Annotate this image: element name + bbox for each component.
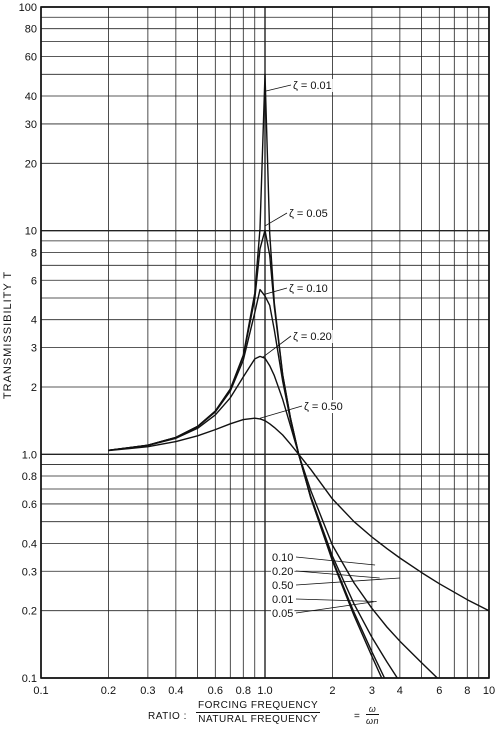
x-tick-label: 4 — [397, 685, 403, 697]
x-tick-label: 0.6 — [208, 685, 223, 697]
grid-lines — [40, 6, 490, 679]
annotation-bg — [271, 565, 295, 578]
y-tick-label: 0.6 — [22, 499, 37, 511]
annotation-bg — [271, 579, 295, 592]
annotation-leader — [295, 601, 377, 614]
y-tick-label: 2 — [31, 382, 37, 394]
annotation-bg — [292, 79, 333, 92]
x-axis-label-fraction: FORCING FREQUENCY NATURAL FREQUENCY — [196, 700, 321, 725]
y-tick-label: 4 — [31, 315, 37, 327]
y-axis-label: TRANSMISSIBILITY T — [2, 271, 14, 399]
annotation-label: ζ = 0.20 — [293, 331, 332, 343]
annotation-label: 0.10 — [272, 552, 293, 564]
y-tick-label: 0.8 — [22, 471, 37, 483]
annotation-label: 0.01 — [272, 594, 293, 606]
y-tick-label: 0.4 — [22, 538, 37, 550]
y-tick-label: 0.3 — [22, 566, 37, 578]
y-tick-label: 40 — [25, 91, 37, 103]
annotation-label: ζ = 0.01 — [293, 80, 332, 92]
x-axis-label-omega-n: ωn — [366, 716, 380, 726]
x-tick-label: 0.2 — [101, 685, 116, 697]
y-tick-label: 8 — [31, 247, 37, 259]
y-tick-label: 60 — [25, 52, 37, 64]
curve-annotations: ζ = 0.01 ζ = 0.05 ζ = 0.10 ζ = 0.20 ζ = 0.50… — [259, 79, 400, 620]
series-line — [108, 288, 398, 679]
x-axis-label-numerator: FORCING FREQUENCY — [196, 700, 321, 713]
series-line — [108, 73, 383, 679]
annotation-bg — [271, 551, 295, 564]
x-axis-label-omega-fraction: ω ωn — [366, 704, 380, 726]
annotation-label: ζ = 0.05 — [289, 208, 328, 220]
y-tick-label: 6 — [31, 275, 37, 287]
annotation-bg — [271, 607, 295, 620]
annotation-label: ζ = 0.10 — [289, 283, 328, 295]
annotation-label: 0.50 — [272, 580, 293, 592]
annotation-bg — [288, 207, 329, 220]
annotation-label: ζ = 0.50 — [304, 401, 343, 413]
annotation-bg — [292, 330, 333, 343]
x-tick-label: 0.8 — [236, 685, 251, 697]
annotation-bg — [288, 282, 329, 295]
x-tick-label: 2 — [329, 685, 335, 697]
y-tick-label: 1.0 — [22, 449, 37, 461]
x-axis-label-prefix: RATIO : — [148, 711, 187, 722]
x-tick-label: 3 — [369, 685, 375, 697]
tick-labels: 0.1 0.2 0.3 0.4 0.6 0.8 1.0 2 3 4 6 8 10 20 30 40 60 80 10… — [19, 2, 495, 697]
annotation-bg — [271, 593, 295, 606]
x-axis-label-denominator: NATURAL FREQUENCY — [198, 714, 318, 725]
y-tick-label: 10 — [25, 226, 37, 238]
annotation-leader — [295, 556, 376, 566]
annotation-bg — [303, 400, 344, 413]
x-axis-label: RATIO : FORCING FREQUENCY NATURAL FREQUE… — [148, 700, 448, 734]
x-tick-label: 1.0 — [257, 685, 272, 697]
y-tick-label: 80 — [25, 24, 37, 36]
annotation-leader — [264, 287, 288, 295]
x-tick-label: 0.3 — [140, 685, 155, 697]
annotation-leader — [259, 405, 303, 419]
curves — [108, 73, 490, 679]
x-tick-label: 6 — [436, 685, 442, 697]
y-tick-label: 0.1 — [22, 673, 37, 685]
y-tick-label: 20 — [25, 158, 37, 170]
annotation-leader — [261, 335, 292, 359]
annotation-leader — [295, 570, 380, 579]
annotation-leader — [264, 84, 292, 92]
x-axis-label-equals: = — [354, 711, 361, 722]
y-tick-label: 100 — [19, 2, 37, 14]
y-tick-label: 3 — [31, 343, 37, 355]
annotation-leader — [295, 577, 400, 586]
x-tick-label: 0.1 — [33, 685, 48, 697]
annotation-label: 0.05 — [272, 608, 293, 620]
plot-frame — [40, 6, 490, 679]
y-tick-label: 30 — [25, 119, 37, 131]
annotation-leader — [264, 212, 288, 227]
series-line — [108, 355, 438, 679]
x-tick-label: 8 — [464, 685, 470, 697]
series-line — [108, 417, 490, 612]
annotation-leader — [295, 598, 374, 602]
x-tick-label: 10 — [483, 685, 495, 697]
transmissibility-chart: 0.1 0.2 0.3 0.4 0.6 0.8 1.0 2 3 4 6 8 10 20 30 40 60 80 10… — [2, 2, 495, 697]
y-tick-label: 0.2 — [22, 606, 37, 618]
x-tick-label: 0.4 — [168, 685, 183, 697]
x-axis-label-omega: ω — [366, 704, 380, 715]
annotation-label: 0.20 — [272, 566, 293, 578]
